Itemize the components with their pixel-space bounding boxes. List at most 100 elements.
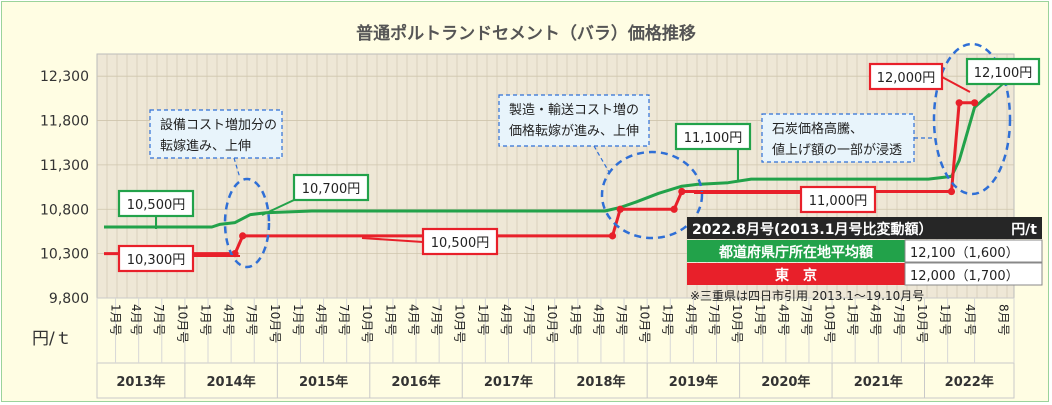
x-tick-label: 1月号 xyxy=(108,304,122,336)
value-label: 10,500円 xyxy=(431,236,490,251)
annotation-text: 石炭価格高騰、 xyxy=(772,121,863,137)
highlight-ellipse xyxy=(600,150,704,240)
value-label-box xyxy=(799,185,877,214)
y-axis-ticks: 9,800 10,300 10,800 11,300 11,800 12,300 xyxy=(40,69,89,307)
annotation-text: 転嫁進み、上伸 xyxy=(160,139,251,154)
x-tick-label: 4月号 xyxy=(591,304,605,336)
x-tick-label: 7月号 xyxy=(337,304,351,336)
table-header: 2022.8月号(2013.1月号比変動額） xyxy=(692,221,932,238)
value-label-box xyxy=(117,189,195,218)
x-tick-label: 1月号 xyxy=(198,304,212,336)
chart-title: 普通ポルトランドセメント（バラ）価格推移 xyxy=(356,23,696,44)
series-marker xyxy=(970,99,979,107)
year-label: 2021年 xyxy=(854,374,903,390)
callout-line xyxy=(361,237,424,243)
table-row-1-label-bg xyxy=(687,240,905,262)
table-row-2-value: 12,000（1,700） xyxy=(910,269,1019,284)
x-tick-label: 7月号 xyxy=(707,304,721,336)
series-line-green xyxy=(104,92,991,229)
highlight-ellipses xyxy=(223,42,1012,269)
x-tick-label: 10月号 xyxy=(823,304,837,343)
year-label: 2014年 xyxy=(207,374,256,390)
annotation-text: 製造・輸送コスト増の xyxy=(509,103,639,118)
annotation-box xyxy=(498,94,650,147)
x-tick-label: 4月号 xyxy=(869,304,883,336)
x-tick-label: 10月号 xyxy=(453,304,467,343)
x-tick-label: 1月号 xyxy=(291,304,305,336)
year-label: 2013年 xyxy=(116,374,165,390)
series-marker xyxy=(670,205,678,213)
highlight-ellipse xyxy=(223,177,271,269)
value-label-box xyxy=(965,57,1041,86)
x-tick-label: 7月号 xyxy=(245,304,259,336)
y-tick-label: 10,800 xyxy=(40,202,89,218)
y-tick-label: 11,300 xyxy=(40,158,89,174)
x-axis: 1月号 4月号 7月号 10月号 1月号 4月号 7月号 10月号 1月号 4月号 7月号 10月号 1… xyxy=(96,297,1015,399)
series-marker xyxy=(947,187,956,196)
series-marker xyxy=(239,232,247,240)
value-label: 12,100円 xyxy=(974,66,1033,81)
callout-line xyxy=(261,199,295,216)
x-tick-label: 7月号 xyxy=(892,304,906,336)
x-tick-label: 4月号 xyxy=(314,304,328,336)
x-tick-label: 1月号 xyxy=(661,304,675,336)
table-row-1-value: 12,100（1,600） xyxy=(910,246,1019,261)
y-tick-label: 10,300 xyxy=(40,247,89,263)
value-label: 10,500円 xyxy=(127,198,186,213)
x-tick-label: 4月号 xyxy=(499,304,513,336)
x-tick-label: 4月号 xyxy=(684,304,698,336)
annotation-box xyxy=(149,109,283,159)
value-label: 12,000円 xyxy=(877,71,936,86)
x-tick-label: 1月号 xyxy=(383,304,397,336)
x-tick-label: 4月号 xyxy=(963,304,977,336)
year-label: 2016年 xyxy=(391,374,440,390)
year-label: 2019年 xyxy=(669,374,718,390)
series-marker xyxy=(678,187,686,196)
table-row-1-value-bg xyxy=(904,239,1043,263)
x-tick-label: 10月号 xyxy=(730,304,744,343)
table-header-bg xyxy=(687,217,1042,239)
y-axis-label: 円/ｔ xyxy=(32,329,72,349)
series xyxy=(104,92,991,258)
value-label: 10,700円 xyxy=(302,182,361,197)
value-label-box xyxy=(292,173,370,202)
x-tick-label: 1月号 xyxy=(846,304,860,336)
x-tick-label: 1月号 xyxy=(753,304,767,336)
x-tick-label: 4月号 xyxy=(776,304,790,336)
x-tick-label: 7月号 xyxy=(152,304,166,336)
table-row-1-label: 都道府県庁所在地平均額 xyxy=(718,244,873,261)
x-tick-label: 8月号 xyxy=(996,304,1010,336)
table-row-2-label: 東 京 xyxy=(775,267,817,284)
value-label-box xyxy=(674,122,752,151)
series-marker xyxy=(608,232,617,240)
x-tick-label: 10月号 xyxy=(638,304,652,343)
year-label: 2020年 xyxy=(761,374,810,390)
x-tick-label: 7月号 xyxy=(430,304,444,336)
table-note: ※三重県は四日市引用 2013.1～19.10月号 xyxy=(690,288,924,303)
annotation-text: 設備コスト増加分の xyxy=(160,117,277,133)
x-tick-label: 7月号 xyxy=(614,304,628,336)
x-tick-label: 4月号 xyxy=(406,304,420,336)
callout-line xyxy=(987,83,1004,98)
y-tick-label: 12,300 xyxy=(40,69,89,85)
series-marker xyxy=(616,205,624,213)
value-label-box xyxy=(117,244,195,273)
x-tick-label: 1月号 xyxy=(568,304,582,336)
value-labels: 10,500円 10,700円 11,100円 12,100円 10,300円 10,50… xyxy=(117,57,1041,273)
annotation-text: 値上げ額の一部が浸透 xyxy=(772,142,902,158)
x-tick-label: 10月号 xyxy=(915,304,929,343)
x-tick-label: 1月号 xyxy=(476,304,490,336)
year-label: 2017年 xyxy=(484,374,533,390)
x-tick-label: 1月号 xyxy=(938,304,952,336)
annotation-pointer xyxy=(593,145,610,173)
x-tick-label: 10月号 xyxy=(268,304,282,343)
annotation-pointer xyxy=(233,157,241,179)
series-line-red xyxy=(104,101,975,256)
table-row-2-label-bg xyxy=(687,263,905,285)
callout-line xyxy=(941,76,971,93)
series-marker xyxy=(955,99,963,107)
x-tick-label: 10月号 xyxy=(175,304,189,343)
x-tick-label: 7月号 xyxy=(799,304,813,336)
